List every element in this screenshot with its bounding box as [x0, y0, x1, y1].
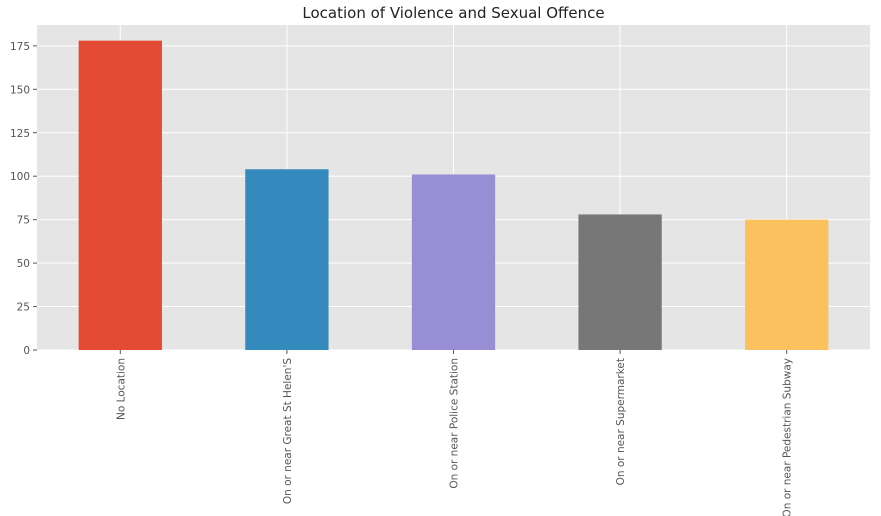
bars — [78, 40, 829, 350]
y-tick-label: 100 — [10, 171, 30, 183]
y-tick-label: 150 — [10, 84, 30, 96]
bar — [745, 219, 829, 350]
y-axis-ticks: 0 25 50 75 100 125 150 175 — [10, 41, 37, 357]
chart-title: Location of Violence and Sexual Offence — [302, 4, 604, 22]
x-axis-ticks: No Location On or near Great St Helen'S On… — [115, 350, 794, 516]
y-tick-label: 25 — [17, 302, 30, 314]
y-tick-label: 175 — [10, 41, 30, 53]
y-tick-label: 50 — [17, 258, 30, 270]
bar — [245, 169, 329, 350]
x-tick-label: On or near Supermarket — [615, 358, 627, 485]
bar — [78, 40, 162, 350]
bar — [411, 174, 496, 350]
y-tick-label: 0 — [23, 345, 30, 357]
y-tick-label: 125 — [10, 128, 30, 140]
bar — [578, 214, 662, 350]
x-tick-label: No Location — [115, 358, 127, 420]
x-tick-label: On or near Police Station — [449, 358, 461, 489]
x-tick-label: On or near Pedestrian Subway — [782, 358, 794, 516]
y-tick-label: 75 — [17, 215, 30, 227]
x-tick-label: On or near Great St Helen'S — [282, 358, 294, 505]
